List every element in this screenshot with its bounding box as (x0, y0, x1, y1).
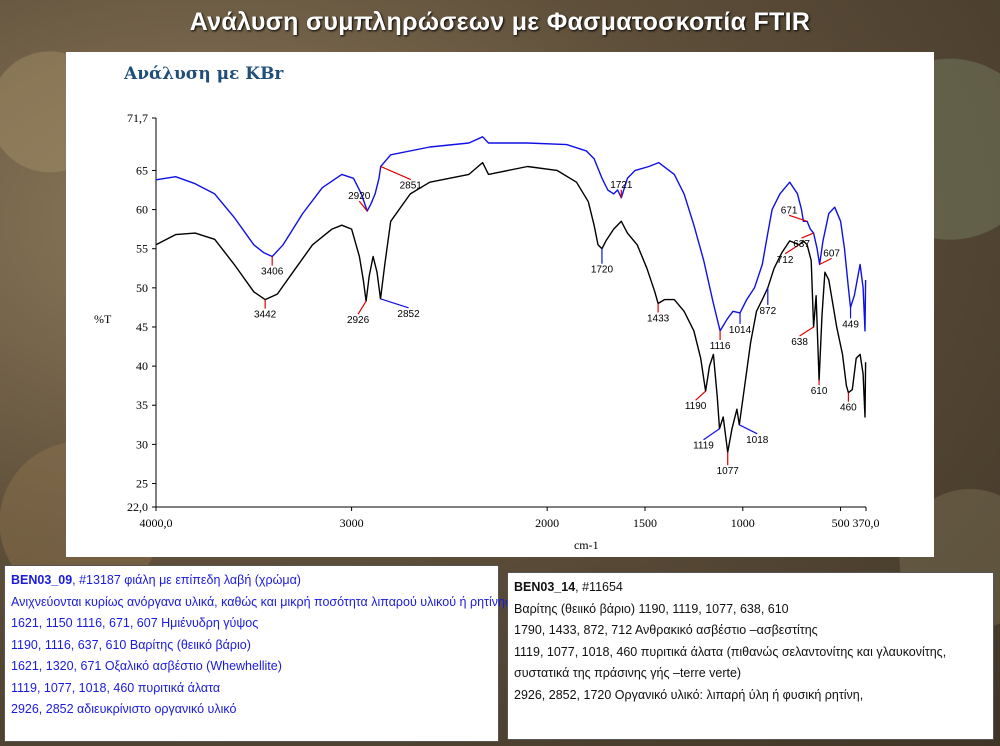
ftir-chart: 71,7 65 60 55 50 45 40 35 30 25 22,0 4000,0 3000 2000… (94, 111, 880, 552)
y-tick-label: 45 (136, 320, 148, 334)
finding-line: 1190, 1116, 637, 610 Βαρίτης (θειικό βάρ… (11, 637, 251, 652)
peak-label: 460 (840, 403, 857, 414)
y-tick-label: 25 (136, 477, 148, 491)
peak-marker (801, 232, 814, 239)
peak-label: 449 (842, 319, 859, 330)
peak-marker (703, 428, 720, 441)
sample-ben03-14-box: BEN03_14, #11654 Βαρίτης (θειικό βάριο) … (507, 572, 994, 740)
y-tick-label: 22,0 (127, 500, 148, 514)
slide-title: Ανάλυση συμπληρώσεων με Φασματοσκοπία FT… (189, 8, 811, 36)
peak-label: 1116 (710, 341, 731, 352)
peak-marker (380, 298, 409, 309)
finding-line: 1621, 1320, 671 Οξαλικό ασβέστιο (Whewhe… (11, 659, 282, 673)
peak-label: 1433 (647, 313, 670, 324)
finding-line: 1790, 1433, 872, 712 Ανθρακικό ασβέστιο … (514, 623, 818, 637)
peak-marker (695, 390, 707, 401)
x-tick-label: 370,0 (853, 516, 880, 530)
peak-label: 607 (823, 248, 840, 259)
sample-description: , #11654 (575, 580, 623, 594)
peak-marker (799, 326, 814, 337)
finding-line: 1119, 1077, 1018, 460 πυριτικά άλατα (πι… (514, 644, 947, 681)
y-tick-label: 65 (136, 163, 148, 177)
peak-marker (738, 424, 758, 435)
peak-marker (788, 214, 808, 222)
x-tick-label: 1000 (731, 516, 755, 530)
peak-label: 712 (777, 255, 794, 266)
peak-label: 1720 (591, 265, 614, 276)
finding-line: Βαρίτης (θειικό βάριο) 1190, 1119, 1077,… (514, 601, 789, 616)
peak-label: 872 (759, 306, 776, 317)
peak-label: 638 (791, 337, 808, 348)
peak-label: 3406 (261, 267, 284, 278)
peak-label: 2920 (348, 191, 371, 202)
peak-marker (358, 200, 368, 212)
spectrum-line-blue (155, 136, 867, 332)
y-tick-label: 55 (136, 242, 148, 256)
peak-marker (819, 257, 832, 265)
peak-label: 1190 (685, 401, 707, 412)
finding-line: 2926, 2852 αδιευκρίνιστο οργανικό υλικό (11, 702, 237, 716)
x-tick-label: 4000,0 (140, 516, 173, 530)
peak-label: 1119 (693, 441, 714, 452)
sample-id: BEN03_14 (514, 580, 576, 594)
y-tick-label: 40 (136, 359, 148, 373)
y-tick-label: 35 (136, 398, 148, 412)
peak-label: 637 (793, 239, 810, 250)
x-tick-label: 3000 (340, 516, 364, 530)
peak-label: 671 (781, 205, 798, 216)
finding-line: 2926, 2852, 1720 Οργανικό υλικό: λιπαρή … (514, 687, 864, 702)
peak-label: 1077 (717, 466, 740, 477)
peak-marker (784, 244, 800, 255)
x-tick-label: 2000 (535, 516, 559, 530)
finding-line: 1621, 1150 1116, 671, 607 Ημιένυδρη γύψο… (11, 616, 259, 630)
x-tick-label: 1500 (633, 516, 657, 530)
sample-id: BEN03_09 (11, 573, 73, 587)
ftir-chart-panel: 71,7 65 60 55 50 45 40 35 30 25 22,0 4000,0 3000 2000… (66, 52, 934, 557)
peak-label: 2926 (347, 315, 370, 326)
sample-description: , #13187 φιάλη με επίπεδη λαβή (χρώμα) (72, 573, 301, 587)
peak-label: 1721 (610, 180, 633, 191)
y-tick-label: 60 (136, 203, 148, 217)
peak-label: 2851 (400, 181, 423, 192)
peak-label: 1018 (746, 435, 769, 446)
sample-ben03-09-box: BEN03_09, #13187 φιάλη με επίπεδη λαβή (… (4, 565, 511, 742)
peak-label: 1014 (729, 325, 752, 336)
y-tick-label: 71,7 (127, 111, 148, 125)
x-axis-label: cm-1 (574, 538, 599, 552)
peak-marker (380, 165, 411, 181)
spectrum-line-black (155, 161, 867, 453)
finding-line: Ανιχνεύονται κυρίως ανόργανα υλικά, καθώ… (11, 594, 511, 609)
chart-title: Ανάλυση με KBr (124, 64, 284, 84)
peak-label: 3442 (254, 310, 277, 321)
peak-label: 2852 (397, 309, 420, 320)
y-tick-label: 30 (136, 437, 148, 451)
peak-label: 610 (811, 386, 828, 397)
peak-marker (357, 300, 367, 315)
x-tick-label: 500 (832, 516, 850, 530)
y-tick-label: 50 (136, 281, 148, 295)
y-axis-label: %T (94, 312, 112, 326)
finding-line: 1119, 1077, 1018, 460 πυριτικά άλατα (11, 680, 221, 695)
